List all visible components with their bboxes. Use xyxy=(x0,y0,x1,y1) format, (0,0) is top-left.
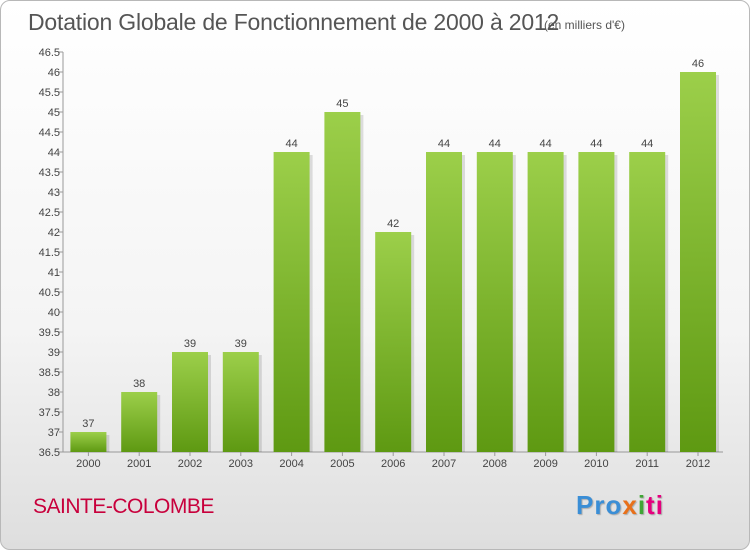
bar-2002 xyxy=(172,352,208,452)
x-tick-label: 2012 xyxy=(686,458,710,470)
x-tick-label: 2004 xyxy=(279,458,303,470)
x-tick-label: 2000 xyxy=(76,458,100,470)
y-tick-label: 41.5 xyxy=(39,247,60,259)
bar-2004 xyxy=(273,152,310,452)
x-tick-label: 2005 xyxy=(330,458,354,470)
data-label: 44 xyxy=(285,138,297,150)
bar-2010 xyxy=(578,152,615,452)
y-tick-label: 39.5 xyxy=(39,327,60,339)
data-label: 37 xyxy=(82,418,94,430)
chart-title: Dotation Globale de Fonctionnement de 20… xyxy=(28,9,560,35)
bar-2000 xyxy=(70,432,107,452)
data-label: 45 xyxy=(336,98,348,110)
data-label: 39 xyxy=(184,338,196,350)
x-tick-label: 2003 xyxy=(229,458,253,470)
bar-2008 xyxy=(476,152,513,452)
y-tick-label: 46 xyxy=(48,67,60,79)
y-tick-label: 45 xyxy=(48,107,60,119)
bar-2011 xyxy=(629,152,666,452)
y-tick-label: 40 xyxy=(48,307,60,319)
y-tick-label: 37.5 xyxy=(39,407,60,419)
y-tick-label: 39 xyxy=(48,347,60,359)
data-label: 44 xyxy=(590,138,602,150)
y-tick-label: 44 xyxy=(48,147,60,159)
bar-2003 xyxy=(222,352,259,452)
data-label: 42 xyxy=(387,218,399,230)
data-label: 44 xyxy=(489,138,501,150)
y-tick-label: 40.5 xyxy=(39,287,60,299)
x-tick-label: 2001 xyxy=(127,458,151,470)
y-tick-label: 46.5 xyxy=(39,47,60,59)
y-tick-label: 43.5 xyxy=(39,167,60,179)
bar-2009 xyxy=(527,152,564,452)
x-tick-label: 2011 xyxy=(635,458,659,470)
y-tick-label: 43 xyxy=(48,187,60,199)
bar-2005 xyxy=(324,112,361,452)
x-tick-label: 2006 xyxy=(381,458,405,470)
x-tick-label: 2007 xyxy=(432,458,456,470)
y-tick-label: 45.5 xyxy=(39,87,60,99)
bar-chart: 36.5 37 37.5 38 38.5 39 39.5 40 40.5 41 41.5 42 42.5… xyxy=(39,47,723,470)
y-tick-label: 44.5 xyxy=(39,127,60,139)
data-label: 44 xyxy=(641,138,653,150)
data-label: 38 xyxy=(133,378,145,390)
y-tick-label: 41 xyxy=(48,267,60,279)
proxiti-logo: Proxiti xyxy=(576,490,664,520)
bar-2006 xyxy=(375,232,412,452)
y-tick-label: 36.5 xyxy=(39,447,60,459)
y-tick-label: 37 xyxy=(48,427,60,439)
y-tick-label: 38.5 xyxy=(39,367,60,379)
x-tick-label: 2008 xyxy=(483,458,507,470)
data-label: 46 xyxy=(692,58,704,70)
x-tick-label: 2002 xyxy=(178,458,202,470)
commune-name: SAINTE-COLOMBE xyxy=(33,495,214,518)
data-label: 44 xyxy=(539,138,551,150)
y-tick-label: 42 xyxy=(48,227,60,239)
bar-2001 xyxy=(121,392,158,452)
y-tick-label: 42.5 xyxy=(39,207,60,219)
y-tick-label: 38 xyxy=(48,387,60,399)
bar-2012 xyxy=(680,72,716,452)
data-label: 39 xyxy=(235,338,247,350)
data-label: 44 xyxy=(438,138,450,150)
bar-2007 xyxy=(426,152,462,452)
chart-subtitle: (en milliers d'€) xyxy=(544,18,625,32)
x-tick-label: 2009 xyxy=(533,458,557,470)
x-tick-label: 2010 xyxy=(584,458,608,470)
